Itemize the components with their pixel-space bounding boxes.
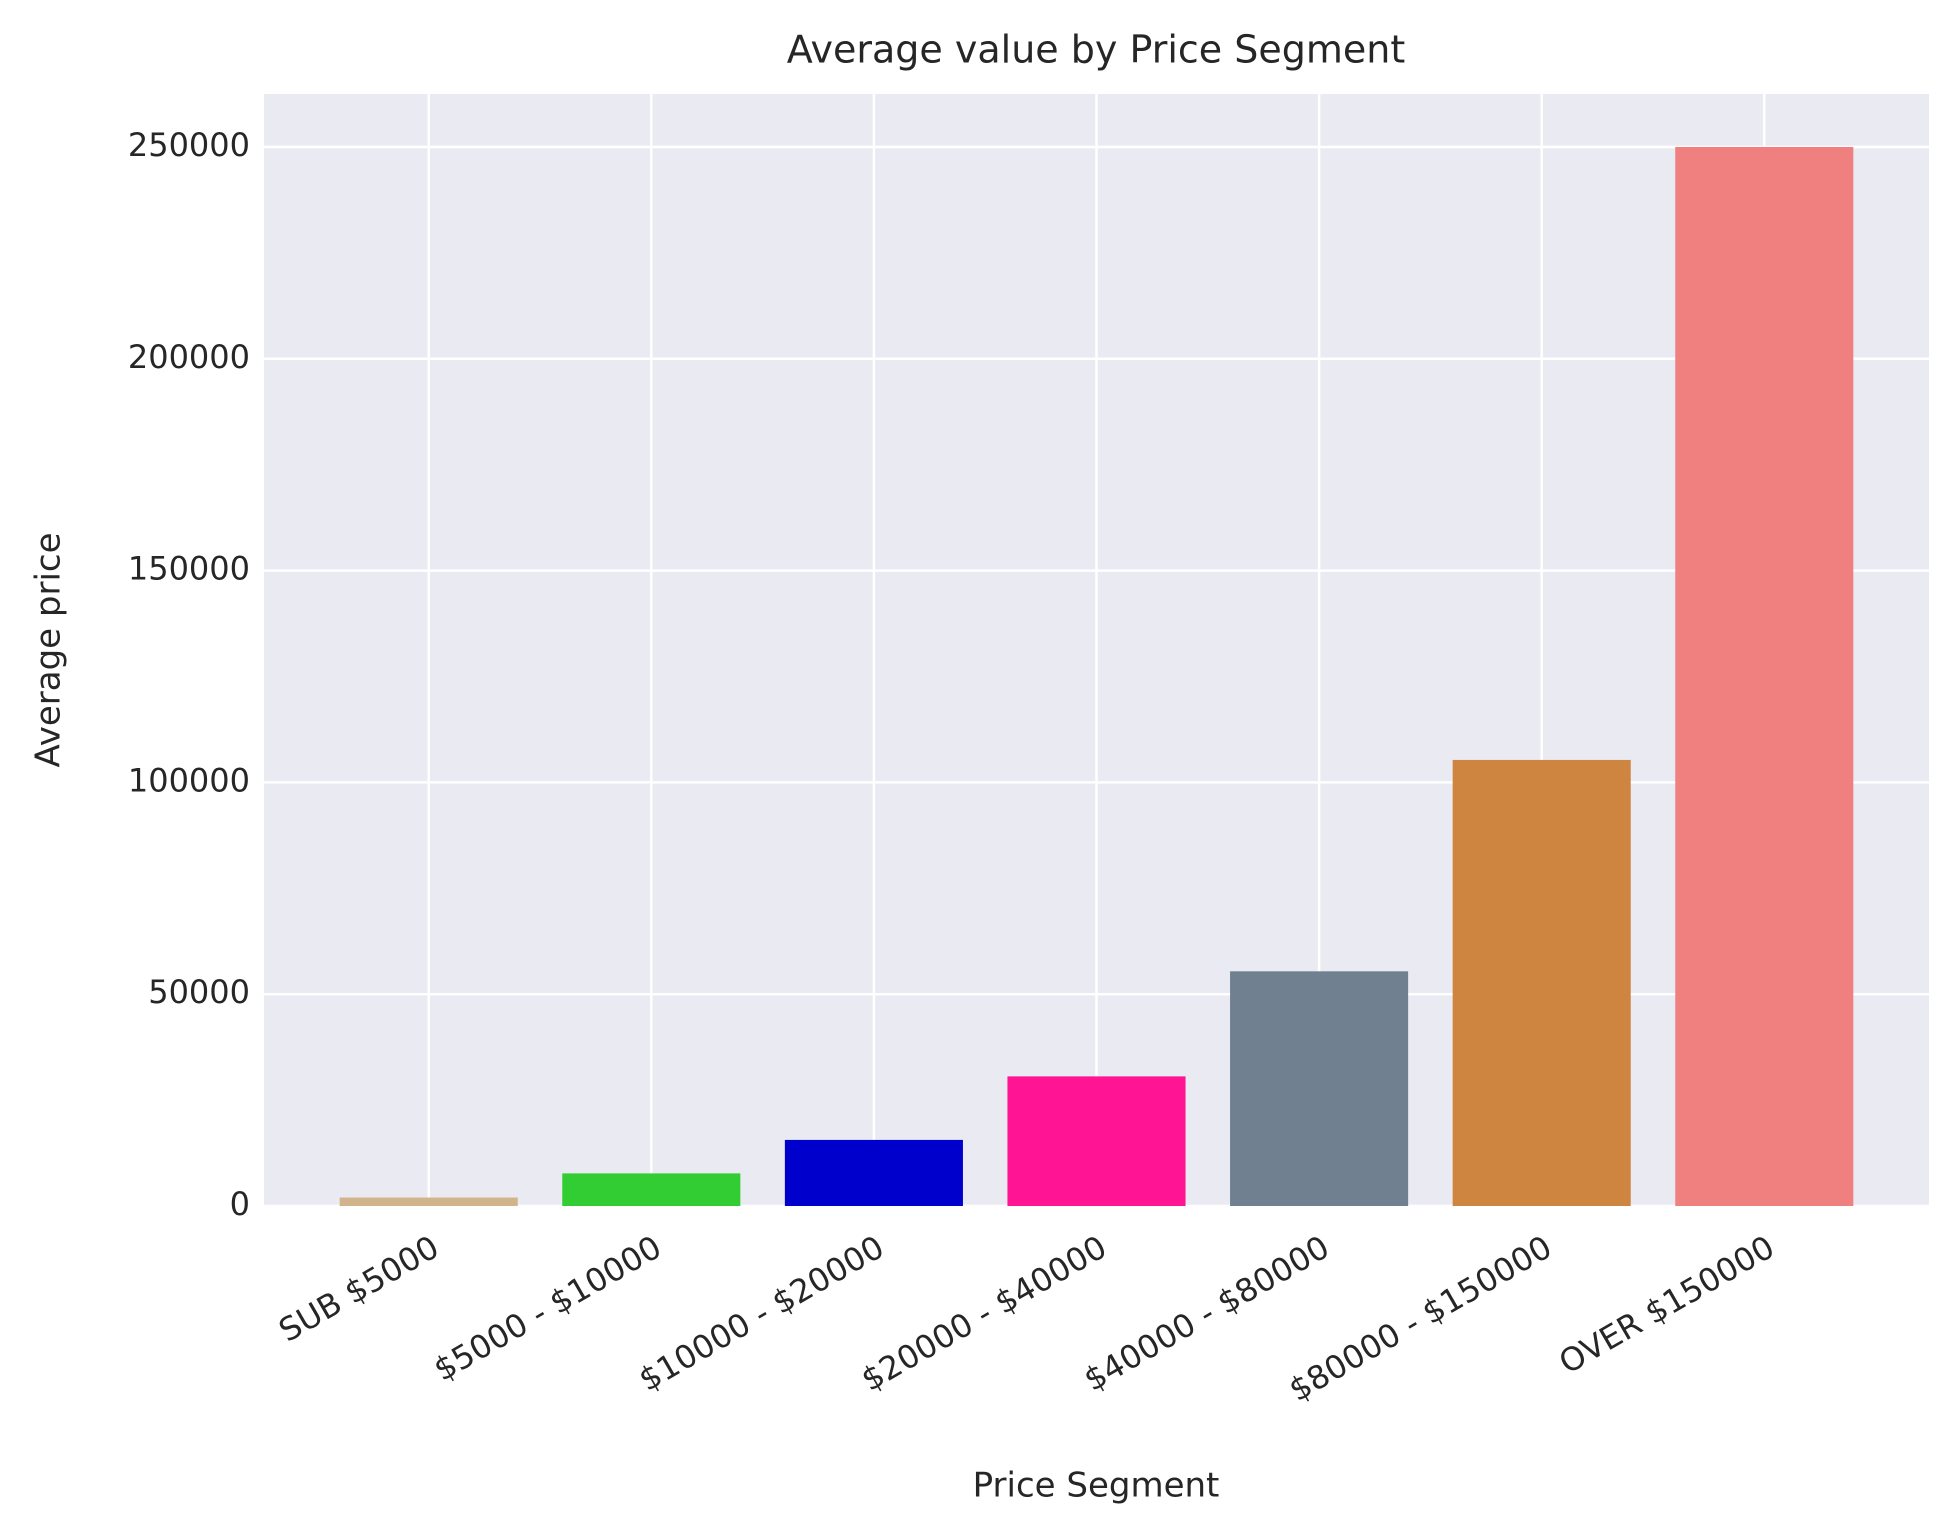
chart-title: Average value by Price Segment	[787, 28, 1405, 72]
bar	[1007, 1076, 1186, 1206]
bar	[339, 1197, 518, 1206]
y-tick-label: 250000	[128, 126, 250, 164]
y-axis-label: Average price	[29, 532, 69, 767]
x-tick-label: $10000 - $20000	[632, 1228, 890, 1399]
x-tick-label: OVER $150000	[1553, 1228, 1781, 1382]
y-tick-label: 150000	[128, 550, 250, 588]
y-tick-label: 0	[230, 1185, 250, 1223]
y-tick-label: 200000	[128, 338, 250, 376]
bar	[784, 1139, 963, 1206]
x-tick-label: $20000 - $40000	[855, 1228, 1113, 1399]
x-tick-label: $5000 - $10000	[427, 1228, 668, 1389]
bar	[562, 1173, 741, 1206]
bar	[1452, 759, 1631, 1206]
marks	[339, 146, 1854, 1206]
bar	[1230, 971, 1409, 1206]
bar	[1675, 146, 1854, 1206]
x-axis-label: Price Segment	[973, 1466, 1220, 1506]
y-tick-label: 100000	[128, 761, 250, 799]
y-tick-label: 50000	[148, 973, 250, 1011]
x-tick-label: SUB $5000	[272, 1228, 445, 1350]
